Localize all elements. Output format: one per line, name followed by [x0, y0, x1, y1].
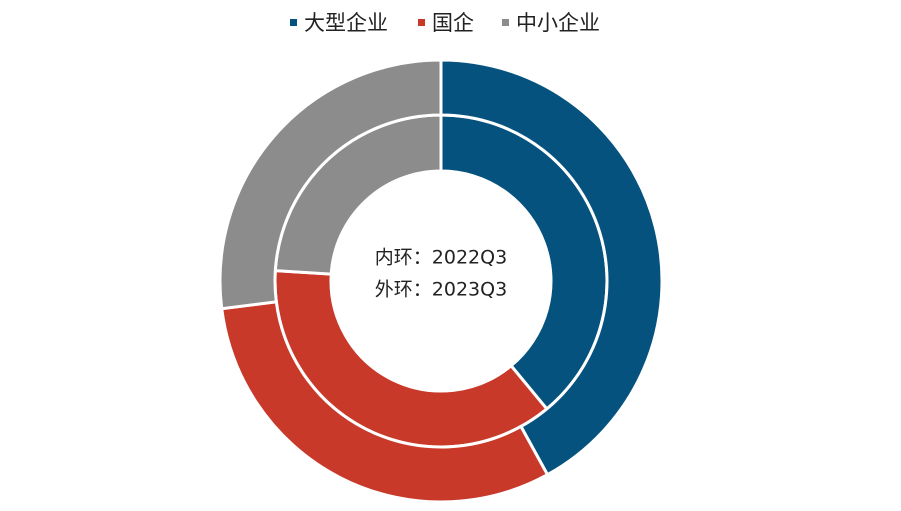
center-label: 内环：2022Q3 [375, 247, 507, 269]
legend-label: 中小企业 [516, 11, 600, 35]
legend: 大型企业 国企 中小企业 [290, 11, 600, 35]
legend-label: 大型企业 [304, 11, 388, 35]
legend-swatch [502, 19, 509, 26]
donut-segment [439, 58, 664, 477]
legend-label: 国企 [432, 11, 474, 35]
legend-swatch [418, 19, 425, 26]
legend-swatch [290, 19, 297, 26]
center-label: 外环：2023Q3 [375, 279, 507, 301]
rings [218, 58, 664, 504]
donut-segment [218, 58, 443, 311]
